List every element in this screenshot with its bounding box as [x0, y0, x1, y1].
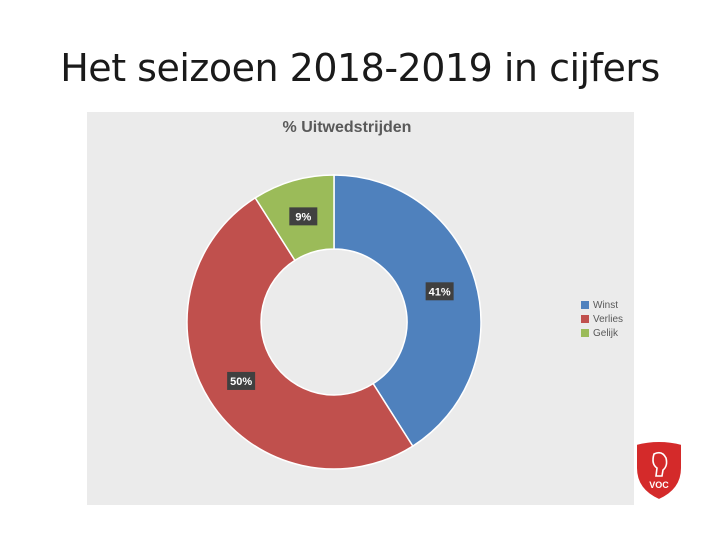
svg-text:Winst: Winst — [593, 300, 618, 311]
slice-winst — [333, 174, 482, 448]
chart-title: % Uitwedstrijden — [283, 119, 412, 136]
legend-item-winst: Winst — [581, 300, 618, 311]
shield-icon — [635, 440, 683, 502]
svg-text:41%: 41% — [429, 286, 451, 298]
voc-logo: VOC — [632, 438, 686, 502]
data-label-winst: 41% — [425, 282, 454, 301]
donut-chart: % Uitwedstrijden 41% 50% 9% Winst Verlies Ge… — [186, 119, 623, 470]
chart-panel: % Uitwedstrijden 41% 50% 9% Winst Verlies Ge… — [87, 112, 634, 505]
svg-text:9%: 9% — [295, 211, 311, 223]
logo-text: VOC — [649, 480, 669, 490]
legend: Winst Verlies Gelijk — [581, 300, 623, 339]
svg-text:50%: 50% — [230, 376, 252, 388]
slice-labels-group: 41% 50% 9% — [227, 207, 454, 390]
svg-text:Gelijk: Gelijk — [593, 328, 619, 339]
legend-item-verlies: Verlies — [581, 314, 623, 325]
legend-item-gelijk: Gelijk — [581, 328, 619, 339]
slices-group — [186, 174, 482, 470]
horse-head-icon — [652, 451, 668, 477]
data-label-verlies: 50% — [227, 371, 256, 390]
slice-verlies — [186, 196, 414, 470]
data-label-gelijk: 9% — [289, 207, 318, 226]
slide-title: Het seizoen 2018-2019 in cijfers — [60, 46, 660, 90]
svg-text:Verlies: Verlies — [593, 314, 623, 325]
